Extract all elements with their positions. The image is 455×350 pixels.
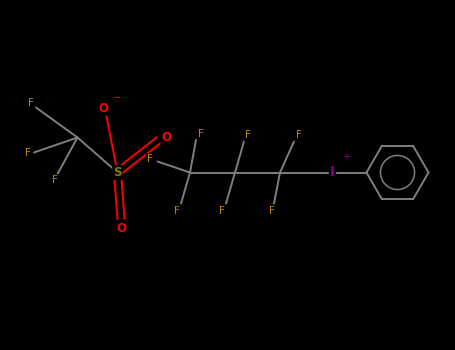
Text: I: I (330, 166, 335, 180)
Text: F: F (147, 154, 153, 164)
Text: F: F (198, 129, 204, 139)
Text: O: O (162, 131, 172, 144)
Text: S: S (113, 166, 122, 179)
Text: F: F (25, 147, 31, 158)
Text: F: F (245, 131, 251, 140)
Text: −: − (113, 93, 121, 103)
Text: O: O (98, 102, 108, 114)
Text: F: F (52, 175, 58, 185)
Text: F: F (219, 206, 225, 216)
Text: F: F (296, 131, 302, 140)
Text: +: + (343, 152, 350, 161)
Text: F: F (174, 206, 180, 216)
Text: F: F (28, 98, 34, 107)
Text: O: O (116, 222, 126, 235)
Text: F: F (268, 206, 274, 216)
